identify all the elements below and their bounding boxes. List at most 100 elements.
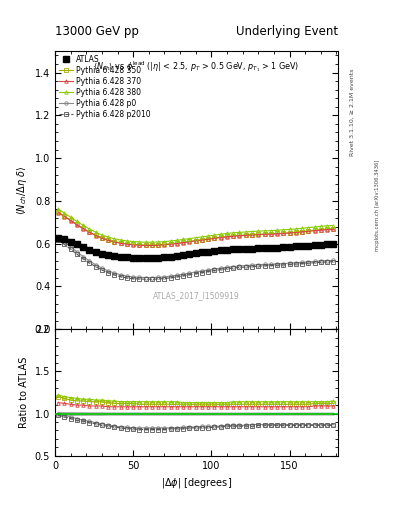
Pythia 6.428 p2010 [237,264,242,270]
Pythia 6.428 380 [287,226,292,232]
Pythia 6.428 p2010 [174,274,179,280]
Pythia 6.428 380 [256,228,261,234]
Pythia 6.428 350 [118,240,123,246]
Pythia 6.428 370 [68,218,73,224]
Pythia 6.428 380 [174,237,179,243]
ATLAS [75,241,79,247]
Pythia 6.428 350 [181,239,185,245]
Pythia 6.428 p2010 [75,251,79,257]
ATLAS [287,244,292,250]
ATLAS [275,245,279,251]
Pythia 6.428 p0 [281,261,286,267]
Pythia 6.428 380 [312,224,317,230]
Pythia 6.428 p0 [150,274,154,281]
Pythia 6.428 370 [150,242,154,248]
Pythia 6.428 350 [62,213,67,219]
ATLAS [294,243,298,249]
Pythia 6.428 380 [131,239,136,245]
ATLAS [174,253,179,259]
Pythia 6.428 p0 [156,274,161,281]
Pythia 6.428 370 [306,228,310,234]
Pythia 6.428 350 [325,226,329,232]
Pythia 6.428 350 [75,221,79,227]
Pythia 6.428 p2010 [275,262,279,268]
Pythia 6.428 p2010 [262,263,267,269]
Line: Pythia 6.428 350: Pythia 6.428 350 [57,210,335,247]
Pythia 6.428 370 [181,240,185,246]
Pythia 6.428 380 [243,229,248,235]
Pythia 6.428 p2010 [68,246,73,252]
ATLAS [162,254,167,260]
Pythia 6.428 350 [231,233,235,239]
ATLAS [256,245,261,251]
Pythia 6.428 p2010 [143,276,148,282]
ATLAS [250,246,254,252]
Legend: ATLAS, Pythia 6.428 350, Pythia 6.428 370, Pythia 6.428 380, Pythia 6.428 p0, Py: ATLAS, Pythia 6.428 350, Pythia 6.428 37… [57,53,152,120]
Pythia 6.428 380 [99,232,104,238]
Pythia 6.428 370 [206,236,211,242]
Pythia 6.428 380 [181,237,185,243]
Pythia 6.428 p0 [294,260,298,266]
Pythia 6.428 380 [106,234,110,240]
Pythia 6.428 350 [287,230,292,236]
Pythia 6.428 380 [275,227,279,233]
Pythia 6.428 p0 [256,262,261,268]
Pythia 6.428 370 [187,239,192,245]
Pythia 6.428 370 [243,232,248,239]
Pythia 6.428 p2010 [118,273,123,280]
Pythia 6.428 380 [325,223,329,229]
ATLAS [225,247,230,253]
Pythia 6.428 380 [300,225,305,231]
ATLAS [106,252,110,258]
ATLAS [200,249,204,255]
Pythia 6.428 p0 [118,272,123,278]
Pythia 6.428 380 [168,238,173,244]
Pythia 6.428 380 [225,230,230,237]
Pythia 6.428 370 [106,237,110,243]
Pythia 6.428 370 [250,232,254,238]
Pythia 6.428 380 [237,229,242,236]
Pythia 6.428 p0 [250,262,254,268]
Pythia 6.428 380 [87,226,92,232]
Pythia 6.428 p2010 [312,260,317,266]
Line: Pythia 6.428 p0: Pythia 6.428 p0 [57,236,335,279]
Pythia 6.428 p2010 [219,267,223,273]
Pythia 6.428 350 [131,241,136,247]
ATLAS [156,254,161,261]
Pythia 6.428 350 [206,236,211,242]
ATLAS [243,246,248,252]
Pythia 6.428 p2010 [225,266,230,272]
Pythia 6.428 380 [187,236,192,242]
Text: Rivet 3.1.10, ≥ 2.1M events: Rivet 3.1.10, ≥ 2.1M events [350,69,355,156]
ATLAS [125,254,129,260]
Pythia 6.428 350 [81,225,86,231]
Pythia 6.428 p0 [318,258,323,264]
Pythia 6.428 p2010 [62,241,67,247]
Pythia 6.428 380 [219,231,223,238]
Pythia 6.428 380 [118,237,123,243]
Pythia 6.428 p2010 [250,264,254,270]
Pythia 6.428 380 [137,239,142,245]
Pythia 6.428 p0 [225,264,230,270]
Pythia 6.428 370 [325,226,329,232]
Pythia 6.428 p2010 [112,272,117,278]
Pythia 6.428 p2010 [93,264,98,270]
Pythia 6.428 p2010 [331,259,336,265]
Pythia 6.428 370 [312,228,317,234]
Pythia 6.428 p0 [62,239,67,245]
ATLAS [212,248,217,254]
Pythia 6.428 p2010 [268,263,273,269]
Pythia 6.428 370 [75,222,79,228]
Pythia 6.428 p0 [325,258,329,264]
Pythia 6.428 370 [93,232,98,239]
Pythia 6.428 350 [156,242,161,248]
Pythia 6.428 350 [312,227,317,233]
Pythia 6.428 380 [231,230,235,236]
ATLAS [62,237,67,243]
ATLAS [312,242,317,248]
Pythia 6.428 p2010 [287,262,292,268]
Pythia 6.428 370 [331,226,336,232]
Pythia 6.428 380 [268,228,273,234]
ATLAS [137,255,142,261]
Pythia 6.428 p2010 [137,276,142,282]
